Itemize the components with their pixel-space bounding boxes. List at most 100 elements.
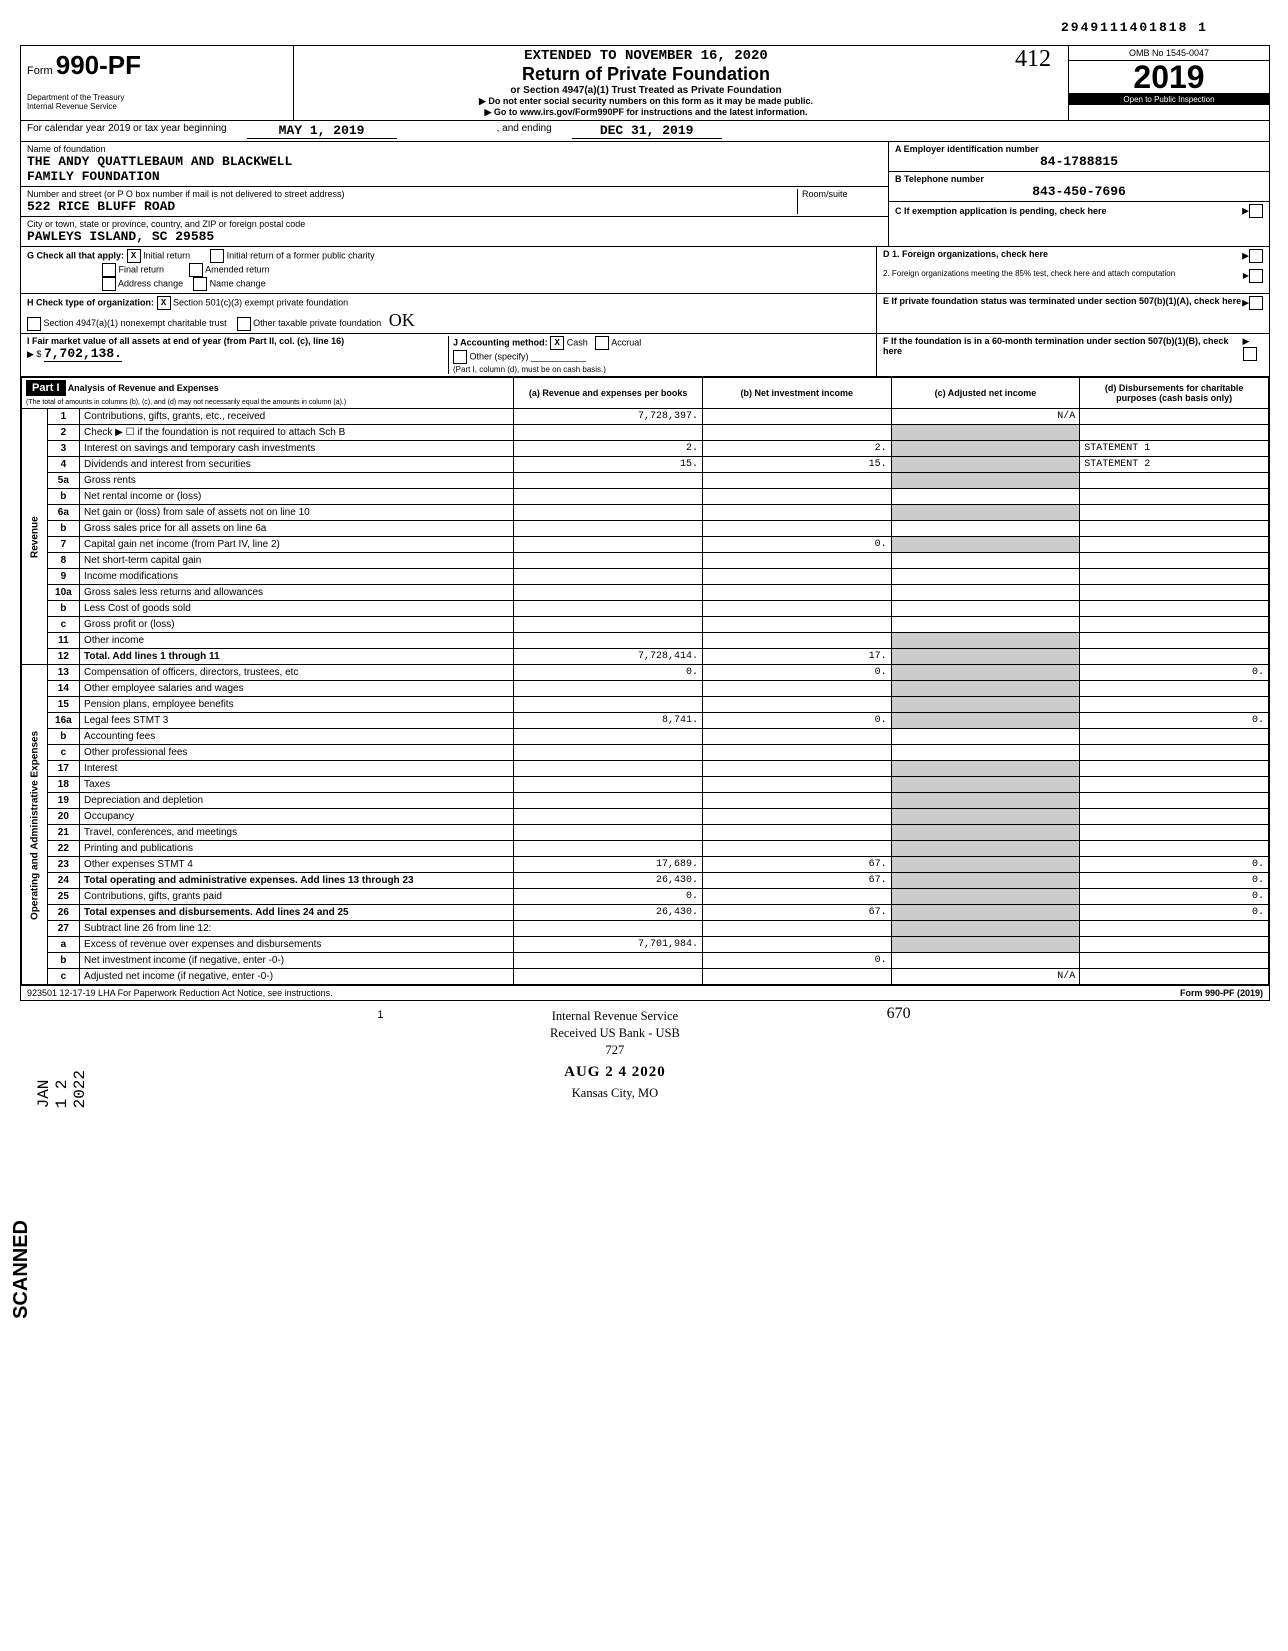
table-row: aExcess of revenue over expenses and dis… (22, 937, 1269, 953)
h-4947-checkbox[interactable] (27, 317, 41, 331)
line-description: Travel, conferences, and meetings (80, 825, 514, 841)
line-number: 13 (47, 665, 79, 681)
g-name-change: Name change (210, 278, 266, 288)
line-number: 7 (47, 537, 79, 553)
amount-cell (1080, 569, 1269, 585)
table-row: bGross sales price for all assets on lin… (22, 521, 1269, 537)
line-number: 19 (47, 793, 79, 809)
amount-cell (702, 569, 891, 585)
g-initial-former-checkbox[interactable] (210, 249, 224, 263)
amount-cell: STATEMENT 2 (1080, 457, 1269, 473)
d1-label: D 1. Foreign organizations, check here (883, 249, 1048, 263)
period-end: DEC 31, 2019 (572, 123, 722, 139)
amount-cell (1080, 729, 1269, 745)
line-number: 11 (47, 633, 79, 649)
amount-cell: 26,430. (514, 905, 703, 921)
line-number: 24 (47, 873, 79, 889)
e-checkbox[interactable] (1249, 296, 1263, 310)
line-number: 26 (47, 905, 79, 921)
amount-cell (1080, 921, 1269, 937)
amount-cell (702, 889, 891, 905)
table-row: 22Printing and publications (22, 841, 1269, 857)
line-description: Gross sales less returns and allowances (80, 585, 514, 601)
amount-cell: 67. (702, 905, 891, 921)
amount-cell: 15. (514, 457, 703, 473)
amount-cell (1080, 793, 1269, 809)
j-accrual-checkbox[interactable] (595, 336, 609, 350)
table-row: Revenue1Contributions, gifts, grants, et… (22, 409, 1269, 425)
amount-cell (891, 713, 1080, 729)
amount-cell: 0. (702, 665, 891, 681)
table-row: 4Dividends and interest from securities1… (22, 457, 1269, 473)
amount-cell (1080, 537, 1269, 553)
h-501c3-checkbox[interactable]: X (157, 296, 171, 310)
table-row: 2Check ▶ ☐ if the foundation is not requ… (22, 425, 1269, 441)
line-description: Printing and publications (80, 841, 514, 857)
table-row: 9Income modifications (22, 569, 1269, 585)
amount-cell (514, 825, 703, 841)
g-initial-checkbox[interactable]: X (127, 249, 141, 263)
amount-cell (891, 489, 1080, 505)
amount-cell (702, 633, 891, 649)
amount-cell (514, 521, 703, 537)
j-cash-checkbox[interactable]: X (550, 336, 564, 350)
amount-cell (891, 553, 1080, 569)
g-label: G Check all that apply: (27, 250, 124, 260)
amount-cell: N/A (891, 969, 1080, 985)
table-row: 3Interest on savings and temporary cash … (22, 441, 1269, 457)
form-footer: 923501 12-17-19 LHA For Paperwork Reduct… (21, 985, 1269, 1000)
col-c-header: (c) Adjusted net income (891, 378, 1080, 409)
amount-cell (891, 937, 1080, 953)
g-amended-checkbox[interactable] (189, 263, 203, 277)
amount-cell: 0. (1080, 905, 1269, 921)
line-number: b (47, 601, 79, 617)
amount-cell (514, 745, 703, 761)
name-label: Name of foundation (27, 144, 882, 154)
g-addr-checkbox[interactable] (102, 277, 116, 291)
g-name-checkbox[interactable] (193, 277, 207, 291)
line-description: Other expenses STMT 4 (80, 857, 514, 873)
table-row: 18Taxes (22, 777, 1269, 793)
d2-checkbox[interactable] (1249, 269, 1263, 283)
amount-cell (891, 505, 1080, 521)
amount-cell (1080, 809, 1269, 825)
i-amount: 7,702,138. (44, 346, 122, 362)
amount-cell: 0. (702, 713, 891, 729)
amount-cell (702, 825, 891, 841)
line-description: Net investment income (if negative, ente… (80, 953, 514, 969)
line-description: Subtract line 26 from line 12: (80, 921, 514, 937)
table-row: 19Depreciation and depletion (22, 793, 1269, 809)
amount-cell (514, 777, 703, 793)
amount-cell: STATEMENT 1 (1080, 441, 1269, 457)
amount-cell (891, 441, 1080, 457)
f-checkbox[interactable] (1243, 347, 1257, 361)
line-number: 14 (47, 681, 79, 697)
expenses-section-label: Operating and Administrative Expenses (22, 665, 48, 985)
h-other-checkbox[interactable] (237, 317, 251, 331)
j-other-checkbox[interactable] (453, 350, 467, 364)
line-number: 2 (47, 425, 79, 441)
period-begin: MAY 1, 2019 (247, 123, 397, 139)
room-label: Room/suite (802, 189, 882, 199)
amount-cell (514, 537, 703, 553)
phone-label: B Telephone number (895, 174, 1263, 184)
amount-cell (1080, 425, 1269, 441)
line-description: Gross sales price for all assets on line… (80, 521, 514, 537)
d2-label: 2. Foreign organizations meeting the 85%… (883, 269, 1175, 283)
amount-cell (702, 761, 891, 777)
col-d-header: (d) Disbursements for charitable purpose… (1080, 378, 1269, 409)
amount-cell (702, 585, 891, 601)
c-checkbox[interactable] (1249, 204, 1263, 218)
form-header: Form 990-PF Department of the Treasury I… (21, 46, 1269, 121)
part1-header: Part I (26, 380, 66, 396)
g-addr-change: Address change (118, 278, 183, 288)
line-description: Other professional fees (80, 745, 514, 761)
j-accrual: Accrual (611, 337, 641, 347)
g-final-checkbox[interactable] (102, 263, 116, 277)
amount-cell: 7,728,414. (514, 649, 703, 665)
line-number: b (47, 521, 79, 537)
table-row: bAccounting fees (22, 729, 1269, 745)
amount-cell (1080, 777, 1269, 793)
table-row: cGross profit or (loss) (22, 617, 1269, 633)
d1-checkbox[interactable] (1249, 249, 1263, 263)
